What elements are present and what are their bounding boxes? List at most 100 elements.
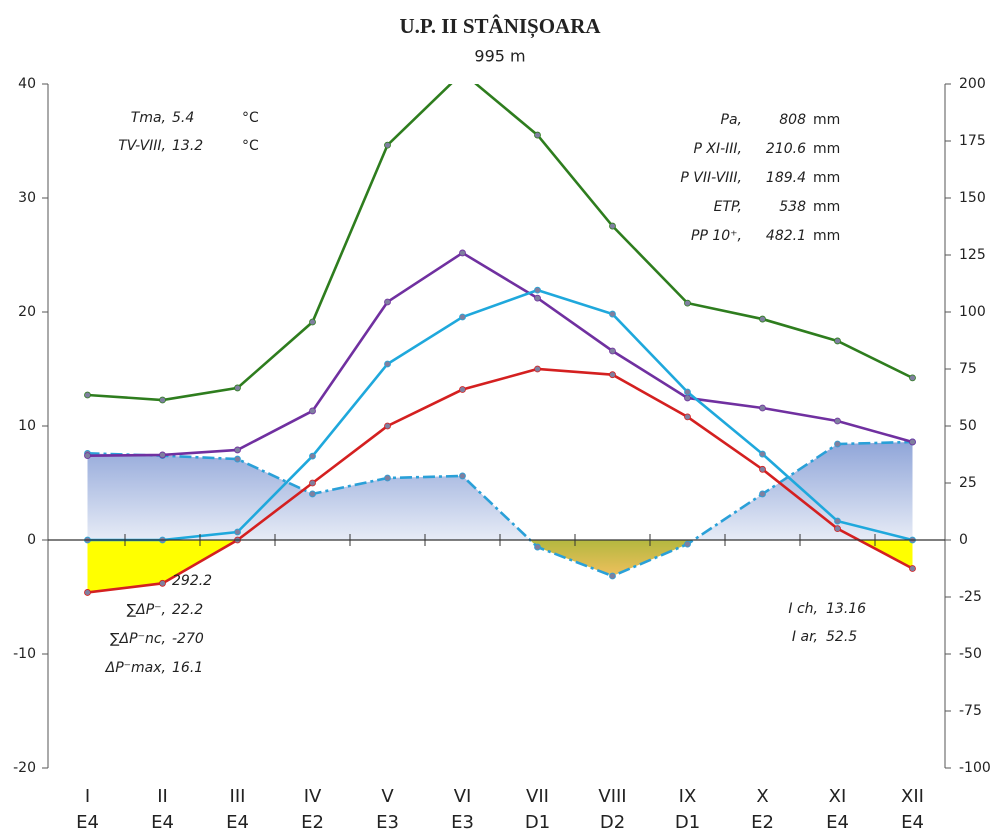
annotation-label: ∑ΔP⁻, [127,602,166,618]
series-line [87,288,913,542]
point [759,315,766,323]
annotation-value: 5.4 [172,110,194,126]
point [384,474,391,482]
deficit-fill [87,540,913,593]
x-sublabel: E3 [451,812,474,833]
point [159,396,166,404]
x-tick-label: V [381,786,394,807]
y2-tick-label: -25 [959,589,982,605]
y2-tick-label: 200 [959,76,986,92]
x-tick-label: VIII [598,786,626,807]
x-tick-label: IX [679,786,697,807]
x-sublabel: E4 [151,812,174,833]
area [87,441,913,577]
point [534,131,541,139]
point [759,490,766,498]
annotation-value: 52.5 [826,629,857,645]
deficit-area [87,540,913,593]
point [909,438,916,446]
point [684,299,691,307]
y2-tick-label: 50 [959,418,977,434]
point [459,313,466,321]
x-sublabel: E4 [826,812,849,833]
annotation-unit: mm [813,170,840,186]
series-line [87,84,914,402]
point [834,440,841,448]
point [759,450,766,458]
annotation-value: -270 [172,631,204,647]
x-tick-label: VII [526,786,549,807]
point [609,222,616,230]
point [834,517,841,525]
annotation-value: 210.6 [766,141,806,157]
point [834,525,841,532]
y2-tick-label: -50 [959,646,982,662]
point [834,417,841,425]
point [834,337,841,345]
point [459,249,466,257]
point [459,472,466,480]
annotation-label: Pa, [721,112,742,128]
chart-subtitle: 995 m [474,47,525,66]
x-sublabel: E4 [226,812,249,833]
point [459,386,466,393]
annotation-label: P XI-III, [693,141,742,157]
point [84,589,91,596]
point [309,479,316,487]
annotation-value: 22.2 [172,602,203,618]
point [609,310,616,318]
point [234,446,241,454]
annotation-value: 808 [779,112,806,128]
x-sublabel: E4 [901,812,924,833]
point [309,318,316,326]
point [234,455,241,463]
annotation-value: 13.16 [826,601,866,617]
plot [84,84,916,596]
x-sublabel: E2 [301,812,324,833]
x-tick-label: X [756,786,768,807]
x-sublabel: E2 [751,812,774,833]
y-tick-label: 20 [18,304,36,320]
annotation-label: P VII-VIII, [680,170,742,186]
point [609,572,616,580]
x-tick-label: I [85,786,90,807]
annotation-unit: mm [813,199,840,215]
point [234,528,241,536]
point [684,394,691,402]
y2-tick-label: 0 [959,532,968,548]
point [684,413,691,421]
x-tick-label: XI [829,786,847,807]
y-tick-label: 0 [27,532,36,548]
point [759,404,766,412]
annotation-label: ∑ΔP⁻nc, [110,631,166,647]
point [159,451,166,459]
point [309,490,316,498]
point [309,452,316,460]
x-sublabel: E3 [376,812,399,833]
annotation-label: Tma, [131,110,166,126]
point [384,298,391,306]
annotation-value: 16.1 [172,660,203,676]
annotation-label: I ar, [792,629,818,645]
point [534,543,541,551]
annotation-value: 292.2 [172,573,212,589]
y-tick-label: -10 [13,646,36,662]
annotation-unit: °C [242,110,259,126]
y2-tick-label: 150 [959,190,986,206]
x-tick-label: XII [901,786,924,807]
series-line [87,251,913,457]
x-tick-label: II [157,786,168,807]
point [684,540,691,548]
chart-title: U.P. II STÂNIȘOARA [399,14,601,39]
annotation-label: TV-VIII, [118,138,166,154]
annotation-value: 482.1 [766,228,806,244]
point [84,452,91,460]
y2-tick-label: 100 [959,304,986,320]
x-sublabel: D1 [675,812,700,833]
point [909,565,916,572]
point [534,365,541,373]
y-tick-label: 30 [18,190,36,206]
point [684,388,691,396]
y2-tick-label: 25 [959,475,977,491]
